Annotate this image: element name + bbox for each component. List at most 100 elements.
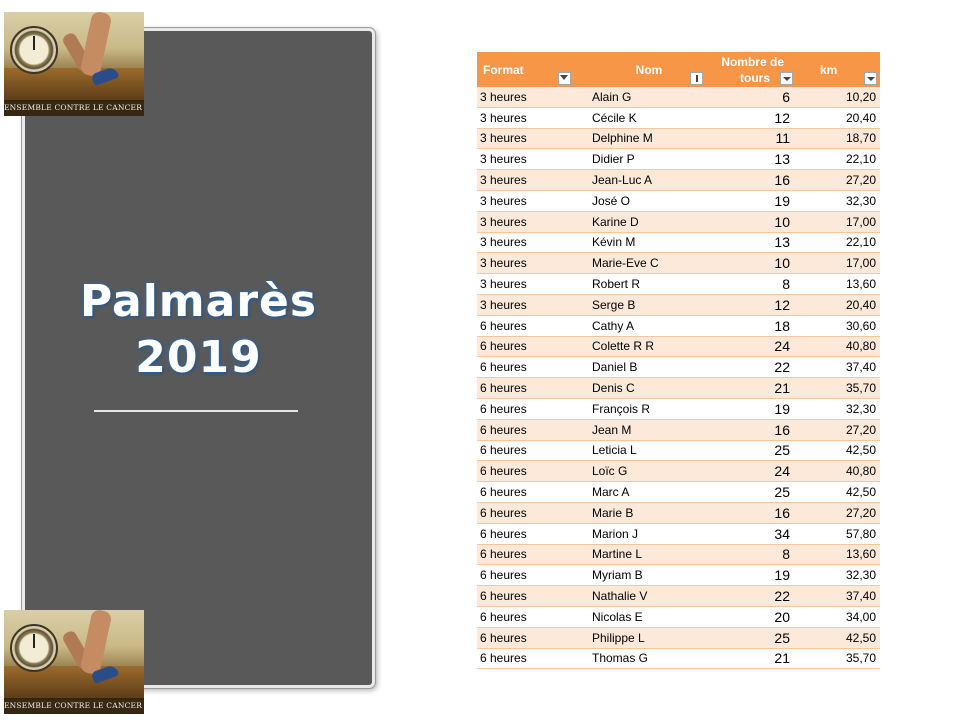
cell-tours: 25 bbox=[706, 627, 796, 649]
cell-format: 6 heures bbox=[477, 606, 574, 628]
cell-format: 3 heures bbox=[477, 252, 574, 275]
table-header-row: Format Nom Nombre de tours km bbox=[477, 52, 880, 87]
header-nom: Nom bbox=[574, 52, 706, 87]
dropdown-arrow-icon[interactable] bbox=[780, 72, 793, 85]
cell-km: 34,00 bbox=[796, 606, 880, 628]
cell-format: 3 heures bbox=[477, 169, 574, 191]
cell-tours: 16 bbox=[706, 169, 796, 191]
header-tours: Nombre de tours bbox=[706, 52, 796, 87]
cell-tours: 18 bbox=[706, 315, 796, 337]
cell-tours: 21 bbox=[706, 377, 796, 399]
cell-nom: Marion J bbox=[574, 523, 706, 545]
cell-format: 6 heures bbox=[477, 315, 574, 337]
cell-tours: 20 bbox=[706, 606, 796, 628]
table-row: 6 heures Philippe L 25 42,50 bbox=[477, 627, 880, 649]
cell-km: 42,50 bbox=[796, 627, 880, 649]
table-row: 6 heures Colette R R 24 40,80 bbox=[477, 336, 880, 358]
page-title: Palmarès 2019 bbox=[22, 274, 375, 386]
cell-nom: Jean M bbox=[574, 419, 706, 441]
cell-format: 6 heures bbox=[477, 336, 574, 358]
cell-format: 3 heures bbox=[477, 232, 574, 254]
table-row: 6 heures Martine L 8 13,60 bbox=[477, 544, 880, 566]
cell-nom: François R bbox=[574, 398, 706, 420]
cell-km: 40,80 bbox=[796, 460, 880, 483]
cell-nom: Robert R bbox=[574, 273, 706, 295]
logo-caption: ENSEMBLE CONTRE LE CANCER DE L'ENFANT bbox=[4, 100, 144, 116]
header-tours-label-2: tours bbox=[740, 70, 770, 85]
cell-km: 13,60 bbox=[796, 544, 880, 566]
cell-format: 6 heures bbox=[477, 627, 574, 649]
cell-format: 6 heures bbox=[477, 544, 574, 566]
filter-funnel-icon[interactable] bbox=[558, 72, 571, 85]
cell-tours: 16 bbox=[706, 502, 796, 524]
cell-tours: 19 bbox=[706, 398, 796, 420]
title-line-2: 2019 bbox=[135, 332, 262, 383]
cell-format: 3 heures bbox=[477, 128, 574, 150]
cell-nom: Delphine M bbox=[574, 128, 706, 150]
cell-km: 35,70 bbox=[796, 648, 880, 670]
table-row: 3 heures Alain G 6 10,20 bbox=[477, 87, 880, 108]
header-km-label: km bbox=[820, 62, 838, 77]
cell-nom: Marie-Eve C bbox=[574, 252, 706, 275]
header-format-label: Format bbox=[483, 63, 524, 77]
table-row: 6 heures Myriam B 19 32,30 bbox=[477, 564, 880, 587]
cell-nom: Kévin M bbox=[574, 232, 706, 254]
table-row: 3 heures Marie-Eve C 10 17,00 bbox=[477, 252, 880, 275]
cell-nom: Serge B bbox=[574, 294, 706, 316]
table-row: 3 heures Jean-Luc A 16 27,20 bbox=[477, 169, 880, 191]
cell-format: 6 heures bbox=[477, 523, 574, 545]
logo-top: ENSEMBLE CONTRE LE CANCER DE L'ENFANT bbox=[4, 12, 144, 116]
cell-tours: 12 bbox=[706, 294, 796, 316]
cell-nom: Loïc G bbox=[574, 460, 706, 483]
cell-km: 27,20 bbox=[796, 502, 880, 524]
cell-nom: Denis C bbox=[574, 377, 706, 399]
dropdown-arrow-icon[interactable] bbox=[864, 72, 877, 85]
title-line-1: Palmarès bbox=[79, 276, 318, 327]
cell-format: 6 heures bbox=[477, 502, 574, 524]
table-row: 3 heures José O 19 32,30 bbox=[477, 190, 880, 212]
title-divider bbox=[94, 410, 298, 412]
table-row: 6 heures Marc A 25 42,50 bbox=[477, 481, 880, 503]
cell-format: 6 heures bbox=[477, 585, 574, 607]
cell-format: 3 heures bbox=[477, 148, 574, 171]
table-row: 6 heures Daniel B 22 37,40 bbox=[477, 356, 880, 379]
cell-tours: 22 bbox=[706, 356, 796, 379]
cell-nom: Marc A bbox=[574, 481, 706, 503]
table-row: 6 heures Nathalie V 22 37,40 bbox=[477, 585, 880, 607]
cell-format: 6 heures bbox=[477, 356, 574, 379]
sort-arrow-icon[interactable] bbox=[690, 72, 703, 85]
table-row: 6 heures Marie B 16 27,20 bbox=[477, 502, 880, 524]
cell-nom: Alain G bbox=[574, 87, 706, 108]
cell-nom: Karine D bbox=[574, 211, 706, 233]
cell-km: 22,10 bbox=[796, 148, 880, 171]
cell-km: 40,80 bbox=[796, 336, 880, 358]
cell-tours: 24 bbox=[706, 460, 796, 483]
header-format: Format bbox=[477, 52, 574, 87]
cell-km: 20,40 bbox=[796, 107, 880, 129]
cell-km: 42,50 bbox=[796, 440, 880, 462]
table-row: 6 heures Loïc G 24 40,80 bbox=[477, 460, 880, 483]
cell-km: 57,80 bbox=[796, 523, 880, 545]
cell-tours: 21 bbox=[706, 648, 796, 670]
table-row: 6 heures Denis C 21 35,70 bbox=[477, 377, 880, 399]
cell-km: 27,20 bbox=[796, 169, 880, 191]
cell-km: 32,30 bbox=[796, 564, 880, 587]
cell-km: 17,00 bbox=[796, 211, 880, 233]
table-row: 3 heures Robert R 8 13,60 bbox=[477, 273, 880, 295]
results-table: Format Nom Nombre de tours km 3 heures Al… bbox=[477, 52, 880, 670]
cell-nom: Daniel B bbox=[574, 356, 706, 379]
cell-km: 35,70 bbox=[796, 377, 880, 399]
cell-format: 6 heures bbox=[477, 481, 574, 503]
cell-format: 6 heures bbox=[477, 564, 574, 587]
clock-icon bbox=[10, 26, 58, 74]
cell-km: 37,40 bbox=[796, 356, 880, 379]
cell-format: 3 heures bbox=[477, 87, 574, 108]
table-row: 3 heures Cécile K 12 20,40 bbox=[477, 107, 880, 129]
cell-nom: Myriam B bbox=[574, 564, 706, 587]
cell-km: 37,40 bbox=[796, 585, 880, 607]
cell-format: 3 heures bbox=[477, 294, 574, 316]
cell-tours: 10 bbox=[706, 211, 796, 233]
title-panel bbox=[22, 28, 375, 688]
header-tours-label-1: Nombre de bbox=[721, 54, 784, 69]
header-nom-label: Nom bbox=[635, 62, 663, 77]
